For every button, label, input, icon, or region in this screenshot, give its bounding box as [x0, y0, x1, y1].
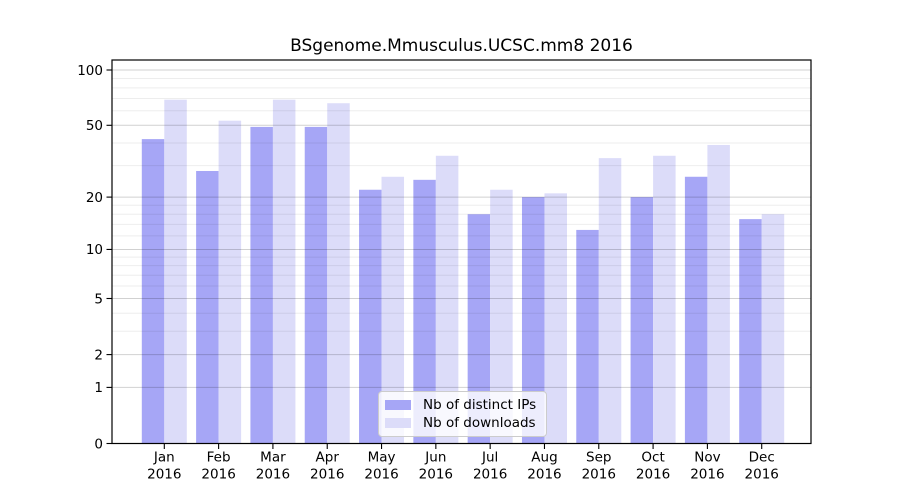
legend-label-distinct-ips: Nb of distinct IPs	[423, 397, 537, 413]
x-tick-label-year: 2016	[364, 467, 398, 483]
bar-downloads-jun	[435, 155, 459, 444]
legend-label-downloads: Nb of downloads	[423, 415, 536, 431]
x-tick-label-month: Mar	[260, 450, 286, 466]
legend-swatch-distinct-ips-icon	[385, 400, 411, 410]
bar-downloads-aug	[544, 193, 567, 444]
bar-downloads-jan	[164, 99, 187, 444]
bar-distinct-ips-jan	[141, 139, 165, 444]
bar-distinct-ips-sep	[576, 229, 599, 444]
y-tick-label: 5	[94, 291, 103, 307]
gridlines-layer	[112, 69, 811, 388]
bar-distinct-ips-apr	[304, 126, 328, 444]
x-tick-label-month: Nov	[694, 450, 720, 466]
x-tick-label-year: 2016	[582, 467, 616, 483]
axes-layer	[106, 59, 812, 449]
bar-distinct-ips-aug	[521, 197, 545, 444]
plot-frame	[111, 59, 812, 445]
bar-downloads-jul	[490, 189, 513, 444]
bar-distinct-ips-oct	[630, 197, 654, 444]
y-tick-label: 50	[86, 118, 103, 134]
x-tick-label-year: 2016	[527, 467, 561, 483]
bar-downloads-dec	[761, 214, 785, 444]
y-tick-label: 10	[86, 242, 103, 258]
x-tick-label-year: 2016	[256, 467, 290, 483]
x-tick-label-month: Jun	[424, 450, 446, 466]
x-tick-label-year: 2016	[310, 467, 344, 483]
bar-downloads-feb	[218, 120, 242, 444]
bar-downloads-nov	[707, 144, 730, 444]
bar-distinct-ips-dec	[739, 219, 762, 444]
x-tick-label-month: Aug	[531, 450, 557, 466]
x-tick-label-year: 2016	[147, 467, 181, 483]
tick-labels-layer: 0125102050100Jan2016Feb2016Mar2016Apr201…	[77, 63, 779, 483]
y-tick-label: 1	[94, 380, 103, 396]
legend-item-downloads: Nb of downloads	[385, 415, 538, 431]
bar-downloads-mar	[272, 99, 296, 444]
bar-distinct-ips-jun	[413, 179, 436, 444]
chart-title: BSgenome.Mmusculus.UCSC.mm8 2016	[290, 36, 633, 56]
y-tick-label: 20	[86, 190, 103, 206]
bar-downloads-sep	[598, 158, 622, 444]
bar-distinct-ips-mar	[250, 126, 273, 444]
bar-downloads-oct	[653, 155, 676, 444]
x-tick-label-month: May	[368, 450, 396, 466]
x-tick-label-month: Feb	[207, 450, 231, 466]
x-tick-label-year: 2016	[201, 467, 235, 483]
bar-downloads-may	[381, 176, 405, 444]
legend-swatch-downloads-icon	[385, 418, 411, 428]
bar-distinct-ips-nov	[684, 176, 708, 444]
bar-distinct-ips-jul	[467, 214, 491, 444]
x-tick-label-month: Sep	[586, 450, 611, 466]
x-tick-label-year: 2016	[690, 467, 724, 483]
x-tick-label-year: 2016	[636, 467, 670, 483]
x-tick-label-month: Apr	[316, 450, 340, 466]
bars-layer	[141, 99, 785, 444]
x-tick-label-year: 2016	[473, 467, 507, 483]
x-tick-label-month: Jan	[153, 450, 175, 466]
y-tick-label: 2	[94, 347, 103, 363]
x-tick-label-year: 2016	[745, 467, 779, 483]
legend-item-distinct-ips: Nb of distinct IPs	[385, 397, 538, 413]
bar-downloads-apr	[327, 103, 350, 444]
x-tick-label-year: 2016	[419, 467, 453, 483]
legend: Nb of distinct IPs Nb of downloads	[378, 391, 547, 437]
y-tick-label: 0	[94, 436, 103, 452]
x-tick-label-month: Dec	[749, 450, 775, 466]
bar-distinct-ips-may	[359, 189, 382, 444]
bar-distinct-ips-feb	[196, 170, 219, 444]
x-tick-label-month: Oct	[641, 450, 664, 466]
x-tick-label-month: Jul	[481, 450, 498, 466]
y-tick-label: 100	[77, 63, 103, 79]
